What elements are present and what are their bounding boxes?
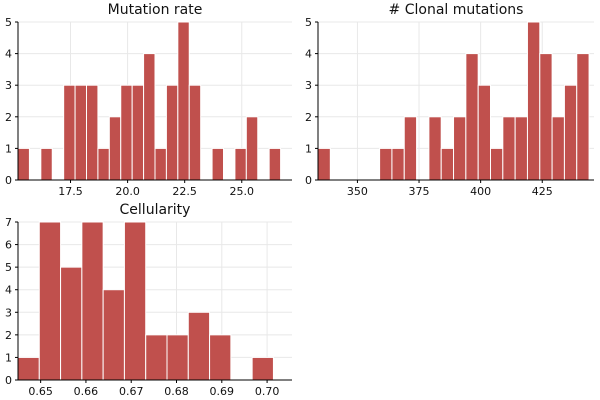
- x-tick-label: 22.5: [172, 185, 197, 198]
- histogram-bar: [74, 84, 88, 181]
- y-tick-label: 2: [305, 111, 312, 124]
- x-tick-label: 0.65: [28, 385, 53, 398]
- histogram-bar: [108, 116, 122, 181]
- y-tick-label: 1: [5, 351, 12, 364]
- histogram-bar: [245, 116, 259, 181]
- histogram-bar: [17, 356, 40, 381]
- chart-title: Cellularity: [120, 202, 191, 218]
- y-tick-label: 1: [305, 142, 312, 155]
- histogram-2: 0 1 2 3 4 5 350 375 400 425 # Clonal mutations: [305, 2, 594, 198]
- histogram-bar: [123, 221, 147, 381]
- histogram-bar: [38, 221, 62, 381]
- y-tick-label: 4: [5, 48, 12, 61]
- histogram-bar: [40, 147, 53, 181]
- histogram-bar: [97, 147, 110, 181]
- x-tick-label: 0.69: [210, 385, 235, 398]
- histogram-bar: [251, 356, 274, 381]
- histogram-bar: [379, 147, 393, 181]
- x-tick-label: 25.0: [230, 185, 255, 198]
- y-tick-label: 6: [5, 239, 12, 252]
- histogram-bar: [490, 147, 504, 181]
- histogram-bar: [143, 53, 156, 181]
- y-tick-label: 2: [5, 329, 12, 342]
- histogram-bar: [403, 116, 418, 181]
- histogram-bar: [477, 84, 491, 181]
- chart-title: # Clonal mutations: [389, 2, 524, 18]
- y-tick-label: 1: [5, 142, 12, 155]
- histogram-bar: [465, 53, 479, 181]
- y-tick-label: 4: [5, 284, 12, 297]
- histogram-bar: [440, 147, 455, 181]
- histogram-bar: [166, 334, 189, 381]
- y-tick-label: 3: [5, 306, 12, 319]
- histogram-bar: [131, 84, 145, 181]
- y-tick-label: 5: [5, 261, 12, 274]
- y-tick-label: 0: [5, 374, 12, 387]
- histogram-bar: [145, 334, 168, 381]
- y-tick-label: 2: [5, 111, 12, 124]
- histogram-bar: [187, 311, 211, 381]
- histogram-bar: [188, 84, 202, 181]
- histogram-1: 0 1 2 3 4 5 17.5 20.0 22.5 25.0 Mutation rate: [5, 2, 292, 198]
- x-tick-label: 20.0: [115, 185, 140, 198]
- y-tick-label: 5: [5, 16, 12, 29]
- y-tick-label: 7: [5, 216, 12, 229]
- histogram-bar: [502, 116, 516, 181]
- chart-title: Mutation rate: [108, 2, 203, 18]
- x-tick-label: 0.70: [255, 385, 280, 398]
- histogram-bar: [551, 116, 565, 181]
- histogram-bar: [526, 21, 541, 181]
- histogram-bar: [428, 116, 442, 181]
- histogram-bar: [177, 21, 190, 181]
- x-tick-label: 400: [470, 185, 491, 198]
- histogram-bar: [154, 147, 167, 181]
- histogram-bar: [539, 53, 553, 181]
- histogram-bar: [209, 334, 232, 381]
- histogram-bar: [63, 84, 76, 181]
- histogram-bar: [453, 116, 467, 181]
- y-tick-label: 0: [305, 174, 312, 187]
- histogram-bar: [120, 84, 133, 181]
- histogram-bar: [391, 147, 405, 181]
- x-tick-label: 0.68: [164, 385, 189, 398]
- x-tick-label: 17.5: [58, 185, 83, 198]
- y-tick-label: 0: [5, 174, 12, 187]
- histogram-bar: [317, 147, 331, 181]
- histogram-bar: [60, 266, 83, 381]
- histogram-bar: [514, 116, 528, 181]
- x-tick-label: 375: [409, 185, 430, 198]
- y-tick-label: 3: [5, 79, 12, 92]
- histogram-bar: [81, 221, 104, 381]
- histogram-3: 0 1 2 3 4 5 6 7 0.65 0.66 0.67 0.68 0.69 0.70 Cellular…: [5, 202, 292, 398]
- histogram-bar: [211, 147, 224, 181]
- histogram-bar: [17, 147, 30, 181]
- histogram-bar: [102, 289, 125, 381]
- y-tick-label: 3: [305, 79, 312, 92]
- x-tick-label: 350: [347, 185, 368, 198]
- x-tick-label: 425: [532, 185, 553, 198]
- y-tick-label: 5: [305, 16, 312, 29]
- histogram-bar: [165, 84, 179, 181]
- x-tick-label: 0.66: [74, 385, 99, 398]
- y-tick-label: 4: [305, 48, 312, 61]
- x-tick-label: 0.67: [119, 385, 144, 398]
- histogram-bar: [576, 53, 590, 181]
- histogram-bar: [563, 84, 578, 181]
- histogram-bar: [268, 147, 282, 181]
- histogram-bar: [234, 147, 247, 181]
- histogram-bar: [86, 84, 99, 181]
